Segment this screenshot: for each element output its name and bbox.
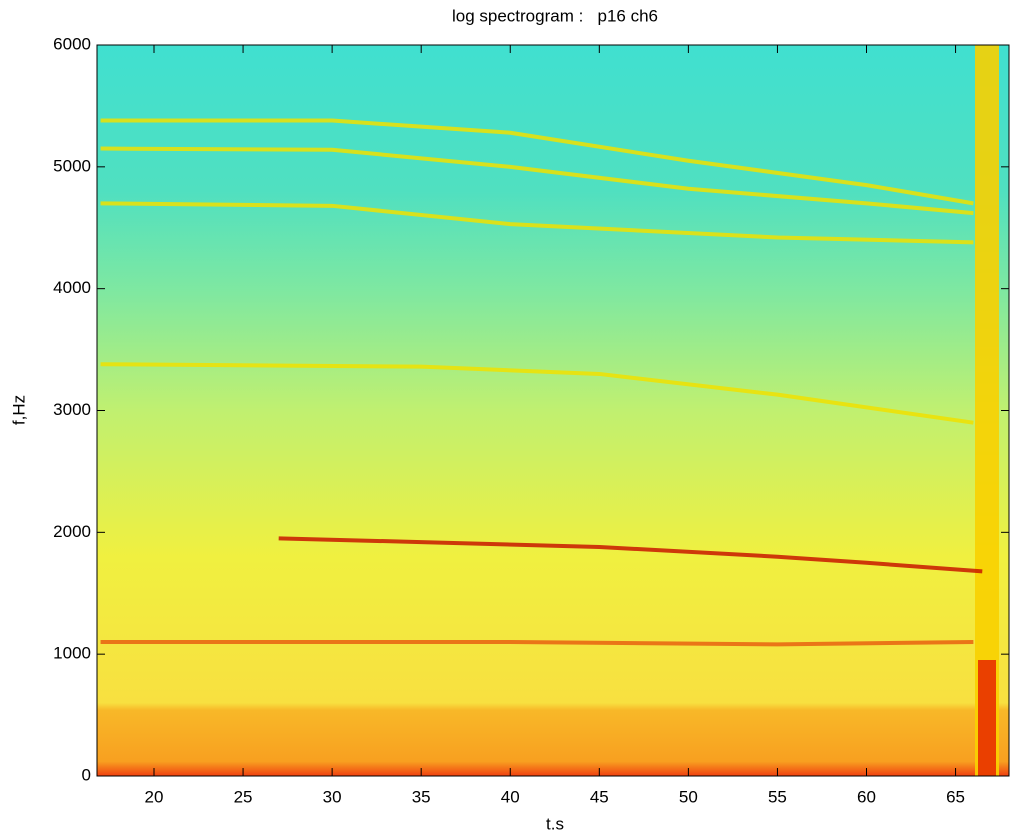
y-tick-label: 0 — [82, 765, 91, 784]
y-axis-label: f,Hz — [9, 395, 28, 425]
y-tick-label: 4000 — [53, 278, 91, 297]
frequency-track — [100, 201, 974, 245]
plot-area — [100, 45, 999, 776]
x-tick-label: 25 — [234, 787, 253, 806]
frequency-track — [100, 362, 974, 425]
x-tick-label: 55 — [768, 787, 787, 806]
x-tick-label: 35 — [412, 787, 431, 806]
x-tick-label: 45 — [590, 787, 609, 806]
y-tick-label: 5000 — [53, 156, 91, 175]
broadband-low — [978, 660, 996, 776]
frequency-track — [100, 639, 974, 647]
y-tick-label: 1000 — [53, 644, 91, 663]
chart-title: log spectrogram : p16 ch6 — [452, 6, 658, 25]
x-tick-label: 40 — [501, 787, 520, 806]
x-tick-label: 20 — [145, 787, 164, 806]
x-axis-label: t.s — [546, 814, 564, 833]
frequency-track — [100, 146, 974, 216]
x-tick-label: 65 — [946, 787, 965, 806]
frequency-track — [278, 536, 983, 574]
y-tick-label: 2000 — [53, 522, 91, 541]
y-tick-label: 6000 — [53, 34, 91, 53]
x-tick-label: 30 — [323, 787, 342, 806]
frequency-track — [100, 118, 974, 206]
broadband-band — [975, 45, 999, 776]
x-tick-label: 60 — [857, 787, 876, 806]
x-tick-label: 50 — [679, 787, 698, 806]
spectrogram-background — [97, 45, 1009, 776]
y-tick-label: 3000 — [53, 400, 91, 419]
